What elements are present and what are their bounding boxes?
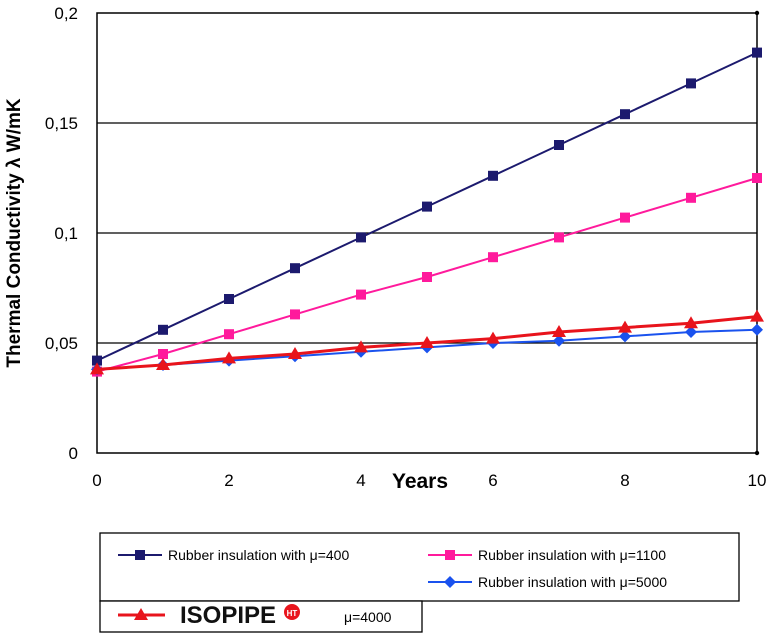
data-point-square	[92, 355, 102, 366]
x-tick-label: 2	[224, 471, 233, 490]
x-tick-label: 10	[748, 471, 767, 490]
gridlines	[97, 122, 757, 344]
data-point-square	[554, 140, 564, 150]
data-point-triangle	[156, 358, 170, 370]
y-tick-label: 0,05	[45, 334, 78, 353]
y-tick-label: 0,15	[45, 114, 78, 133]
series-2	[91, 323, 763, 376]
data-point-square	[224, 294, 234, 304]
data-point-square	[356, 289, 366, 300]
data-point-diamond	[751, 323, 763, 336]
legend-marker-square	[445, 550, 455, 560]
isopipe-ht-badge	[284, 604, 300, 620]
legend-label: μ=4000	[344, 609, 392, 625]
legend-marker-diamond	[444, 576, 456, 588]
data-point-triangle	[486, 331, 500, 344]
legend-marker-square	[135, 550, 145, 560]
x-tick-label: 6	[488, 471, 497, 490]
legend-marker-triangle	[134, 608, 148, 620]
corner-dot	[754, 450, 760, 456]
data-point-square	[290, 309, 300, 320]
y-axis-label: Thermal Conductivity λ W/mK	[4, 98, 25, 367]
data-point-diamond	[685, 326, 697, 338]
legend-label: Rubber insulation with μ=1100	[478, 547, 666, 563]
data-point-triangle	[750, 309, 764, 322]
data-point-triangle	[420, 336, 434, 348]
x-tick-label: 0	[92, 471, 101, 490]
data-point-square	[752, 173, 762, 183]
data-point-square	[554, 232, 564, 243]
x-tick-labels: 0 2 4 6 8 10	[92, 471, 766, 490]
y-tick-label: 0,2	[54, 4, 78, 23]
data-point-square	[158, 349, 168, 359]
legend-label: Rubber insulation with μ=400	[168, 547, 349, 563]
data-point-square	[752, 47, 762, 58]
data-point-triangle	[288, 347, 302, 359]
legend-label: Rubber insulation with μ=5000	[478, 574, 667, 590]
corner-dot	[754, 10, 760, 16]
y-tick-label: 0	[69, 444, 78, 463]
data-point-square	[620, 212, 630, 223]
data-point-square	[620, 109, 630, 120]
data-point-diamond	[553, 334, 565, 347]
data-point-square	[422, 272, 432, 282]
series-0	[92, 47, 762, 366]
data-point-triangle	[684, 316, 698, 329]
legend-item-series-3: ISOPIPE HT μ=4000	[118, 602, 392, 629]
data-point-square	[686, 192, 696, 203]
legend-item-series-0: Rubber insulation with μ=400	[118, 547, 349, 563]
isopipe-logo: ISOPIPE	[180, 602, 276, 629]
data-point-triangle	[552, 325, 566, 337]
legend: Rubber insulation with μ=400 Rubber insu…	[99, 532, 740, 633]
isopipe-ht-badge-label: HT	[287, 609, 298, 618]
data-point-triangle	[90, 362, 104, 375]
series-3	[90, 309, 764, 375]
data-point-square	[224, 329, 234, 340]
data-point-triangle	[618, 320, 632, 333]
data-point-triangle	[222, 351, 236, 364]
x-tick-label: 8	[620, 471, 629, 490]
data-point-square	[488, 170, 498, 181]
data-point-square	[356, 232, 366, 243]
series-layer	[90, 47, 764, 377]
x-tick-label: 4	[356, 471, 365, 490]
x-axis-label: Years	[392, 470, 448, 493]
data-point-square	[422, 201, 432, 212]
y-tick-label: 0,1	[54, 224, 78, 243]
data-point-diamond	[619, 330, 631, 343]
y-tick-labels: 0 0,05 0,1 0,15 0,2	[45, 4, 78, 463]
data-point-square	[488, 252, 498, 263]
data-point-triangle	[354, 340, 368, 353]
legend-item-series-2: Rubber insulation with μ=5000	[428, 574, 667, 590]
legend-box	[99, 532, 740, 602]
data-point-square	[686, 78, 696, 89]
data-point-square	[290, 263, 300, 274]
legend-item-series-1: Rubber insulation with μ=1100	[428, 547, 666, 563]
data-point-square	[158, 324, 168, 335]
